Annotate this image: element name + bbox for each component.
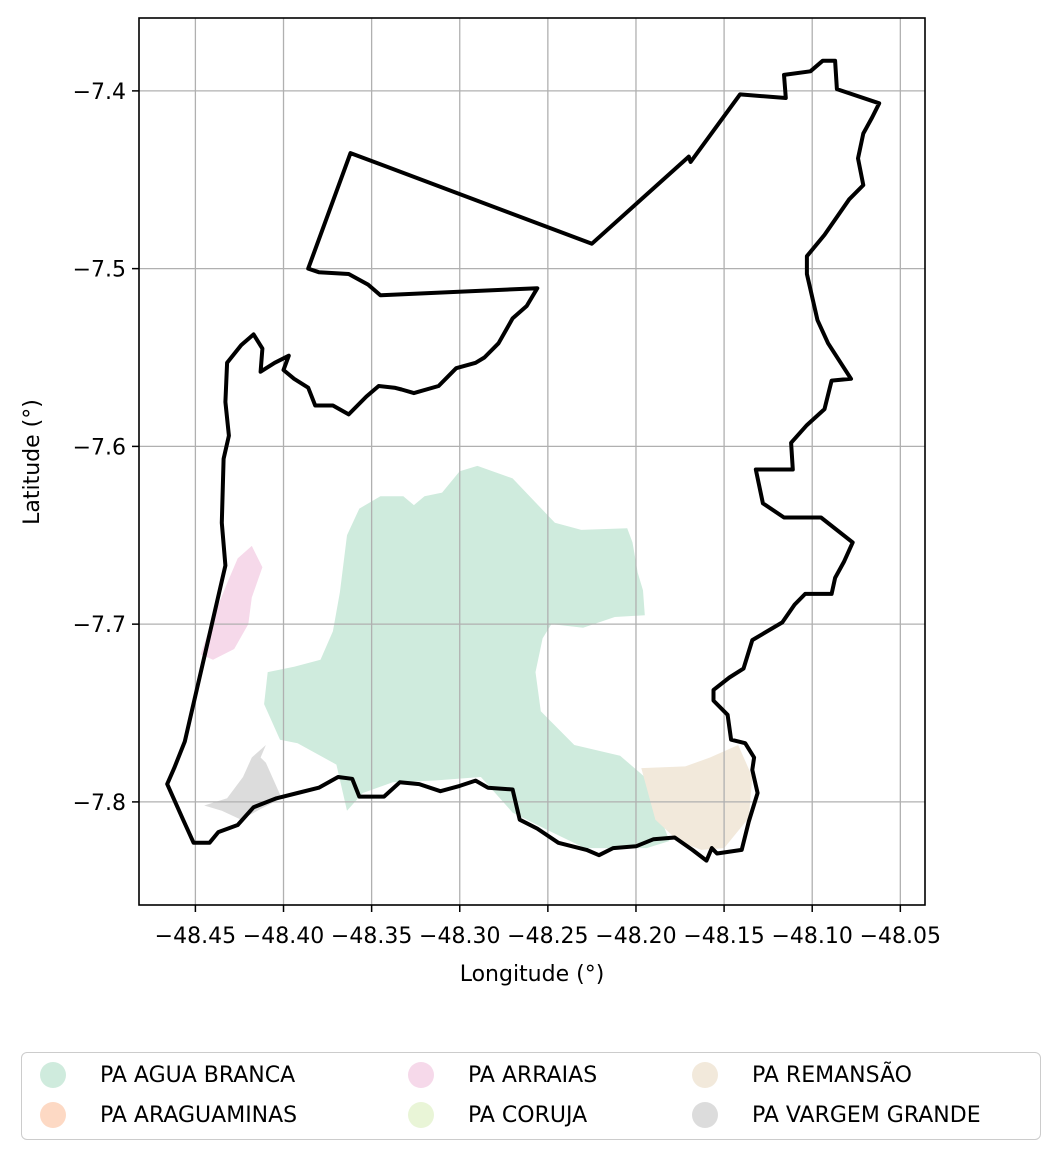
legend-item: PA REMANSÃO <box>692 1055 912 1095</box>
legend-item: PA ARRAIAS <box>408 1055 597 1095</box>
legend-label: PA ARAGUAMINAS <box>100 1102 298 1128</box>
legend-marker <box>408 1062 434 1088</box>
x-tick-label: −48.45 <box>155 924 236 949</box>
x-axis-label: Longitude (°) <box>460 962 605 987</box>
x-tick-label: −48.20 <box>595 924 676 949</box>
legend-marker <box>692 1102 718 1128</box>
legend-item: PA ARAGUAMINAS <box>40 1095 297 1135</box>
legend-label: PA AGUA BRANCA <box>100 1062 296 1088</box>
plot-frame <box>138 17 926 906</box>
region-pa-agua-branca <box>264 465 670 849</box>
region-pa-arraias <box>200 545 263 660</box>
legend-marker <box>692 1062 718 1088</box>
map-plot: −48.45 −48.40 −48.35 −48.30 −48.25 −48.20 −48.… <box>20 17 942 987</box>
legend-marker <box>40 1062 66 1088</box>
x-tick-label: −48.35 <box>331 924 412 949</box>
ticks-layer: −48.45 −48.40 −48.35 −48.30 −48.25 −48.20 −48.… <box>73 80 941 949</box>
y-tick-label: −7.8 <box>73 791 126 816</box>
legend-marker <box>40 1102 66 1128</box>
legend-item: PA VARGEM GRANDE <box>692 1095 981 1135</box>
legend-item: PA AGUA BRANCA <box>40 1055 295 1095</box>
legend-label: PA ARRAIAS <box>468 1062 598 1088</box>
legend-label: PA CORUJA <box>468 1102 588 1128</box>
x-tick-label: −48.40 <box>243 924 324 949</box>
boundary-layer <box>165 58 882 863</box>
x-tick-label: −48.15 <box>683 924 764 949</box>
x-tick-label: −48.05 <box>860 924 941 949</box>
y-tick-label: −7.5 <box>73 258 126 283</box>
y-tick-label: −7.7 <box>73 613 126 638</box>
y-axis-label: Latitude (°) <box>20 399 45 525</box>
y-tick-label: −7.6 <box>73 435 126 460</box>
legend: PA AGUA BRANCA PA ARAGUAMINAS PA ARRAIAS PA… <box>21 1052 1041 1140</box>
legend-label: PA VARGEM GRANDE <box>752 1102 981 1128</box>
municipality-boundary <box>165 58 882 863</box>
legend-marker <box>408 1102 434 1128</box>
y-tick-label: −7.4 <box>73 80 126 105</box>
x-tick-label: −48.10 <box>771 924 852 949</box>
region-pa-vargem-grande <box>204 745 282 820</box>
legend-item: PA CORUJA <box>408 1095 587 1135</box>
x-tick-label: −48.30 <box>419 924 500 949</box>
legend-label: PA REMANSÃO <box>752 1062 912 1088</box>
x-tick-label: −48.25 <box>507 924 588 949</box>
